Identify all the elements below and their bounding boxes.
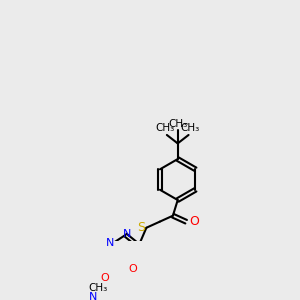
Text: O: O: [189, 215, 199, 228]
Text: CH₃: CH₃: [88, 283, 107, 293]
Text: O: O: [100, 273, 109, 283]
Text: CH₃: CH₃: [181, 123, 200, 133]
Text: O: O: [128, 264, 137, 274]
Text: N: N: [106, 238, 114, 248]
Text: N: N: [88, 292, 97, 300]
Text: CH₃: CH₃: [155, 123, 175, 133]
Text: N: N: [122, 229, 131, 239]
Text: CH₃: CH₃: [168, 119, 187, 129]
Text: S: S: [137, 221, 145, 234]
